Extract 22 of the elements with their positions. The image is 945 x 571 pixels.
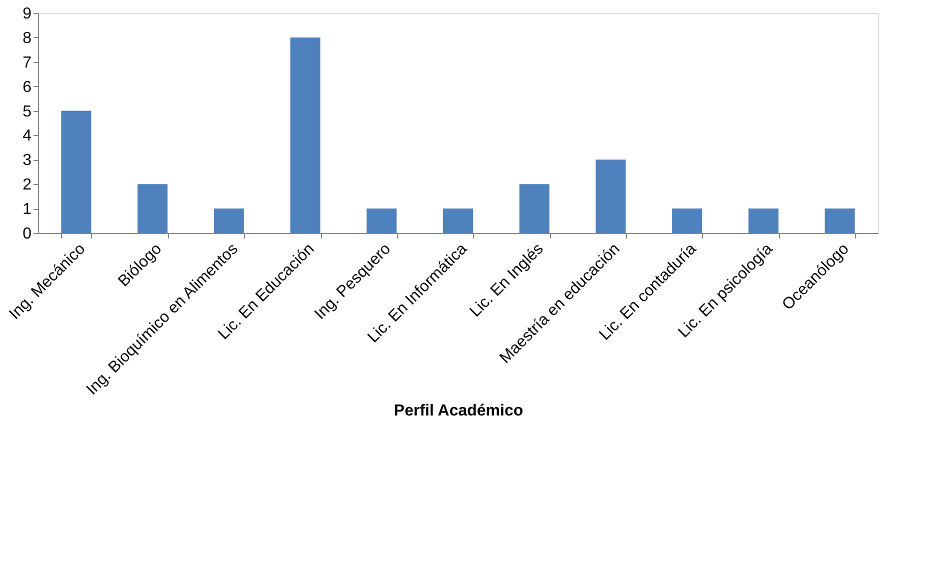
y-tick-label: 4 (22, 128, 32, 145)
y-tick-label: 6 (22, 78, 32, 96)
bar (596, 160, 626, 233)
y-tick-label: 5 (22, 103, 32, 120)
bar (61, 110, 92, 233)
y-tick-label: 8 (22, 30, 32, 47)
bar (366, 208, 397, 233)
bar (748, 208, 778, 233)
bar (290, 37, 320, 233)
bar (443, 208, 473, 233)
bar (824, 208, 855, 233)
bar (138, 184, 168, 233)
bar (519, 184, 550, 233)
y-tick-label: 2 (22, 176, 32, 194)
x-axis-title: Perfil Académico (394, 402, 524, 420)
y-tick-label: 3 (22, 152, 32, 170)
y-tick-label: 0 (22, 226, 32, 242)
y-tick-label: 1 (22, 201, 32, 218)
bar (672, 208, 702, 233)
y-tick-label: 7 (22, 54, 32, 72)
y-tick-label: 9 (22, 6, 32, 22)
bar (214, 208, 244, 233)
